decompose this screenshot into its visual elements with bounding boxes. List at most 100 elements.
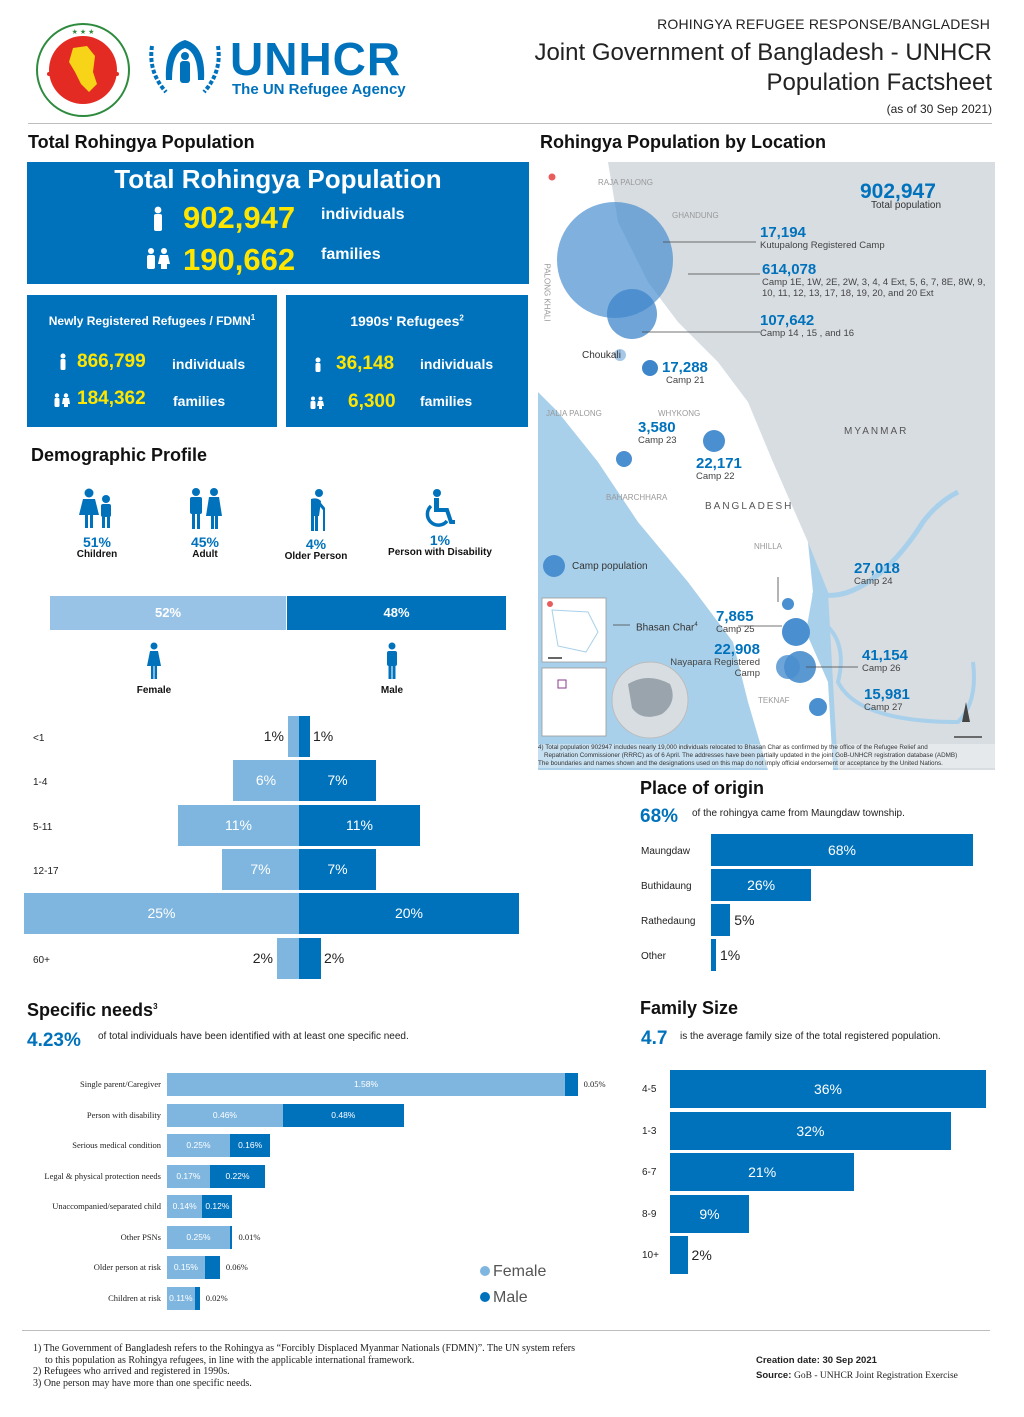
need-male-value: 0.16% (238, 1140, 263, 1150)
need-male-value: 0.48% (331, 1109, 356, 1120)
family-size-value-label: 9% (699, 1205, 720, 1222)
map-total-value: 902,947 (860, 180, 936, 203)
female-icon (147, 642, 161, 679)
age-group-label: 60+ (33, 954, 50, 966)
camp-label: 7,865 Camp 25 (716, 609, 755, 635)
location-map: 902,947 Total population RAJA PALONG GHA… (538, 162, 995, 770)
origin-value-label: 5% (734, 912, 755, 928)
children-label: Children (76, 549, 118, 560)
bubble-camp-14-16 (607, 289, 657, 339)
need-female-bar (167, 1256, 205, 1279)
need-category-label: Single parent/Caregiver (80, 1079, 161, 1089)
family-size-bar (670, 1236, 688, 1274)
newly-families-value: 184,362 (77, 388, 146, 409)
female-bar (233, 760, 299, 802)
origin-bar (711, 904, 731, 936)
need-category-label: Serious medical condition (72, 1140, 161, 1150)
camp-name: Kutupalong Registered Camp (760, 240, 885, 251)
family-size-value-label: 36% (813, 1081, 843, 1097)
age-group-label: 5-11 (33, 821, 53, 833)
older-label: Older Person (284, 551, 348, 562)
person-icon (314, 357, 322, 378)
age-group-label: 12-17 (33, 865, 59, 877)
need-female-value: 0.46% (212, 1109, 237, 1120)
need-male-value: 0.22% (225, 1170, 250, 1181)
camp-value: 614,078 (762, 261, 817, 278)
male-pct: 48% (383, 605, 410, 620)
legend-label-male: Male (493, 1289, 528, 1306)
creation-date: Creation date: 30 Sep 2021 (756, 1355, 877, 1366)
male-bar (299, 716, 310, 757)
bubble-camp-27 (809, 698, 827, 716)
page-title-line2: Population Factsheet (766, 69, 992, 96)
place-whykong: WHYKONG (658, 409, 701, 418)
page-title-line1: Joint Government of Bangladesh - UNHCR (534, 39, 992, 66)
camp-value: 41,154 (862, 647, 908, 664)
family-size-headline-value: 4.7 (641, 1028, 668, 1049)
camp-name: Camp 21 (666, 375, 705, 386)
total-box-title: Total Rohingya Population (114, 164, 442, 194)
female-bar (222, 848, 299, 890)
need-female-value: 0.17% (176, 1170, 201, 1181)
camp-name: Camp 24 (854, 576, 893, 587)
family-icon (145, 248, 171, 275)
need-female-bar (167, 1073, 565, 1096)
map-total-label: Total population (871, 200, 942, 211)
need-male-bar (565, 1073, 578, 1096)
bubble-camp-25 (782, 598, 794, 610)
nineties-families-label: families (420, 393, 473, 409)
nineties-individuals-value: 36,148 (336, 353, 395, 374)
male-value-label: 20% (394, 905, 424, 922)
legend-item-male: Male (480, 1285, 546, 1311)
total-individuals-value: 902,947 (183, 200, 296, 235)
need-female-bar (167, 1103, 283, 1127)
specific-needs-headline-text: of total individuals have been identifie… (98, 1031, 409, 1042)
camp-label: 17,194 Kutupalong Registered Camp (760, 225, 885, 251)
bubble-camp-21 (642, 360, 658, 376)
age-group-label: <1 (33, 733, 45, 744)
naf-river (812, 489, 960, 598)
footnote-ref-4: 4 (694, 622, 698, 628)
male-value-label: 2% (324, 949, 345, 966)
family-size-value-label: 32% (796, 1122, 825, 1139)
newly-registered-box: Newly Registered Refugees / FDMN1 866,79… (27, 295, 277, 427)
female-bar (24, 893, 299, 935)
origin-value-label: 26% (747, 877, 776, 893)
origin-headline-text: of the rohingya came from Maungdaw towns… (692, 808, 905, 819)
family-size-category-label: 1-3 (642, 1125, 657, 1137)
legend-bubble (543, 555, 565, 577)
camp-name: Nayapara Registered Camp (670, 657, 760, 679)
demographic-group-adult: 45% Adult (170, 488, 240, 560)
need-category-label: Legal & physical protection needs (44, 1170, 161, 1181)
family-size-value-label: 21% (748, 1164, 777, 1180)
female-value-label: 2% (252, 949, 273, 966)
female-value-label: 11% (225, 816, 252, 833)
need-female-value: 0.14% (172, 1201, 197, 1211)
need-male-value: 0.06% (225, 1262, 248, 1272)
map-title: Rohingya Population by Location (540, 132, 826, 152)
need-female-value: 0.15% (173, 1262, 198, 1272)
origin-category-label: Other (641, 951, 667, 962)
myanmar-landmass (608, 162, 995, 770)
need-category-label: Unaccompanied/separated child (52, 1201, 161, 1211)
camp-value: 17,194 (760, 224, 806, 241)
place-bangladesh: BANGLADESH (705, 501, 794, 512)
need-male-value: 0.01% (238, 1231, 261, 1242)
nineties-families-value: 6,300 (348, 391, 396, 412)
family-size-category-label: 8-9 (642, 1208, 657, 1220)
male-value-label: 7% (327, 772, 348, 789)
specific-needs-chart: Single parent/Caregiver 1.58% 0.05% Person … (20, 1068, 620, 1313)
origin-bar (711, 939, 716, 971)
family-size-title: Family Size (640, 998, 739, 1018)
place-ghandung: GHANDUNG (672, 211, 719, 220)
map-note-line: 4) Total population 902947 includes near… (538, 744, 928, 751)
need-male-value: 0.12% (205, 1201, 230, 1211)
male-bar (299, 760, 376, 802)
male-value-label: 1% (313, 728, 334, 744)
unhcr-tagline: The UN Refugee Agency (232, 81, 406, 98)
family-icon (53, 393, 71, 413)
bubble-choukali (614, 349, 626, 361)
need-female-value: 0.25% (186, 1140, 211, 1150)
needs-legend: Female Male (480, 1259, 546, 1311)
specific-needs-headline-value: 4.23% (27, 1030, 81, 1051)
